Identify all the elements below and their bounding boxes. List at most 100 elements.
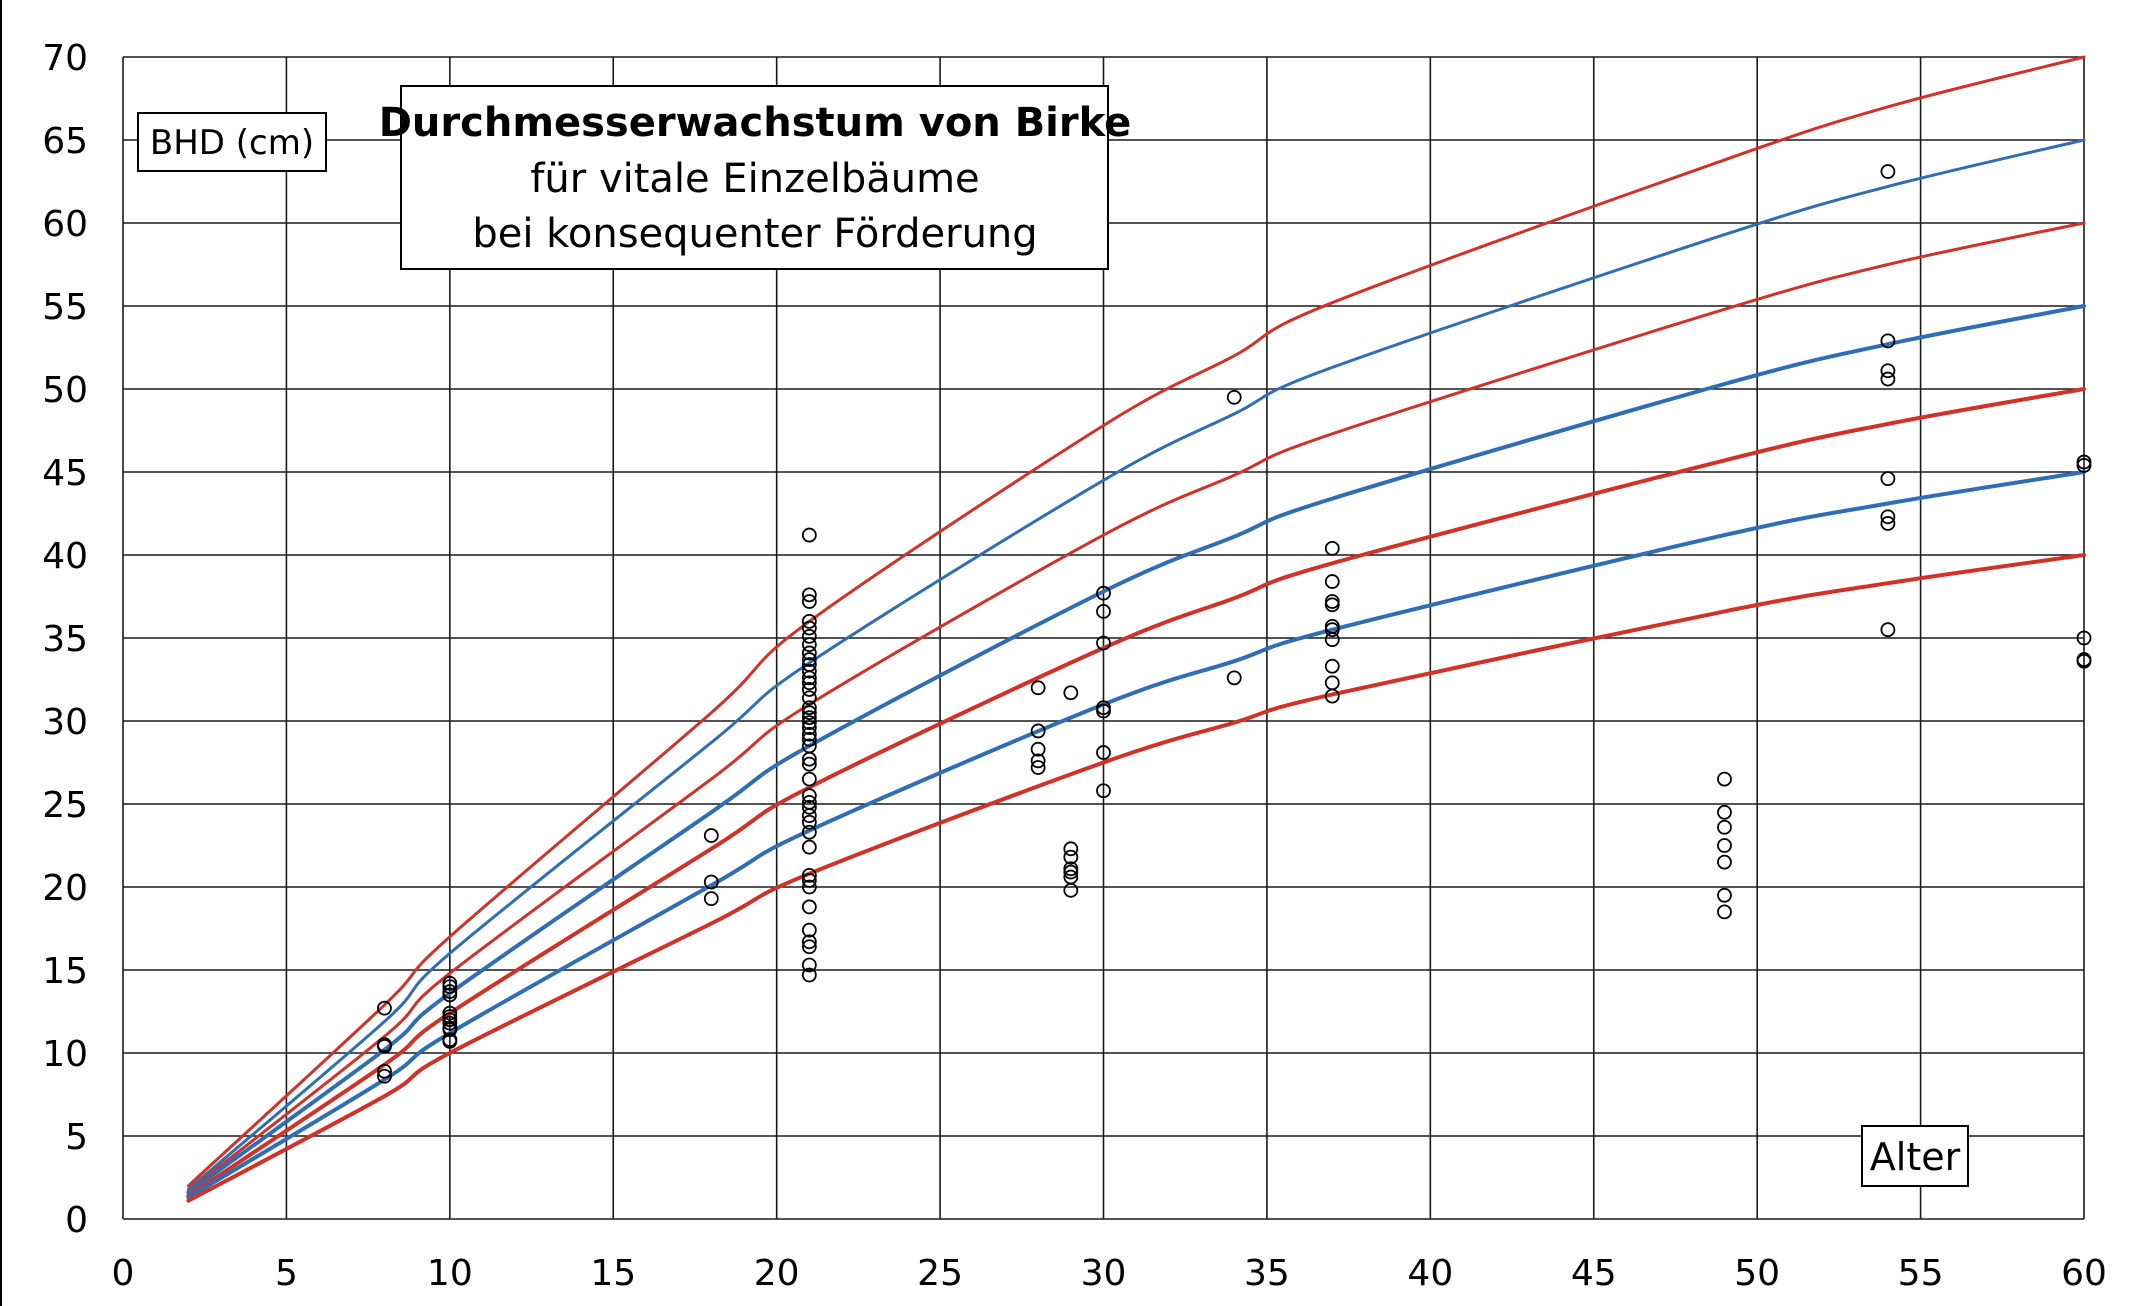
chart-subtitle-line-2: bei konsequenter Förderung (472, 211, 1037, 257)
measurement-point (801, 663, 817, 679)
measurement-point (1324, 632, 1340, 648)
measurement-point (801, 527, 817, 543)
measurement-point (377, 1000, 392, 1016)
measurement-point (801, 922, 817, 938)
x-tick-label: 15 (590, 1253, 636, 1294)
measurement-point (703, 828, 719, 843)
measurement-point (801, 967, 817, 983)
measurement-point (1030, 723, 1046, 739)
y-tick-label: 60 (42, 204, 88, 245)
measurement-point (801, 934, 817, 950)
measurement-point (1030, 741, 1046, 757)
measurement-point (801, 814, 817, 830)
x-axis-tick-labels: 0 5 10 15 20 25 30 35 40 45 50 55 60 (112, 1253, 2107, 1294)
measurement-point (801, 594, 817, 609)
measurement-point (801, 614, 817, 629)
growth-curve-7 (186, 553, 2086, 1203)
measurement-point (1324, 622, 1340, 638)
measurement-point (801, 670, 817, 686)
measurement-point (1226, 389, 1242, 405)
measurement-point (801, 824, 817, 840)
y-tick-label: 35 (42, 619, 88, 660)
measurement-point (442, 1022, 458, 1038)
measurement-point (1717, 887, 1732, 903)
y-tick-label: 10 (42, 1034, 88, 1075)
y-tick-label: 30 (42, 702, 88, 743)
measurement-point (801, 808, 817, 824)
x-axis-label: Alter (1870, 1135, 1961, 1179)
measurement-point (1324, 574, 1340, 589)
chart-subtitle-line-1: für vitale Einzelbäume (530, 156, 979, 202)
measurement-point (801, 771, 817, 787)
measurement-point (703, 891, 719, 907)
measurement-point (801, 751, 817, 767)
measurement-point (801, 839, 817, 855)
measurement-point (1880, 509, 1896, 525)
measurement-point (1063, 685, 1079, 701)
y-axis-label: BHD (cm) (150, 123, 314, 163)
growth-curve-2 (186, 138, 2086, 1191)
measurement-points (377, 164, 2092, 1084)
measurement-point (801, 726, 817, 742)
measurement-point (1096, 635, 1111, 651)
measurement-point (801, 628, 817, 644)
measurement-point (801, 690, 817, 706)
y-tick-label: 70 (42, 38, 88, 79)
measurement-point (1717, 854, 1732, 870)
measurement-point (1063, 864, 1079, 880)
measurement-point (1717, 771, 1732, 787)
growth-curve-4 (186, 304, 2086, 1195)
measurement-point (2076, 630, 2092, 646)
measurement-point (801, 587, 817, 603)
x-tick-label: 0 (112, 1253, 135, 1294)
y-tick-label: 40 (42, 536, 88, 577)
measurement-point (801, 788, 817, 804)
x-tick-label: 45 (1571, 1253, 1617, 1294)
measurement-point (801, 652, 817, 667)
measurement-point (801, 872, 817, 888)
measurement-point (1880, 516, 1896, 531)
measurement-point (801, 620, 817, 636)
measurement-point (1880, 363, 1896, 379)
measurement-point (801, 879, 817, 895)
y-tick-label: 50 (42, 370, 88, 411)
y-axis-label-box: BHD (cm) (137, 112, 327, 172)
title-box: Durchmesserwachstum von Birke für vitale… (379, 85, 1132, 270)
measurement-point (1324, 688, 1340, 704)
measurement-point (1717, 804, 1732, 820)
measurement-point (1717, 838, 1732, 853)
measurement-point (2076, 457, 2092, 473)
measurement-point (1063, 849, 1079, 865)
x-tick-label: 5 (275, 1253, 298, 1294)
measurement-point (1324, 658, 1340, 674)
y-tick-label: 0 (65, 1200, 88, 1241)
measurement-point (1096, 783, 1111, 799)
x-tick-label: 20 (754, 1253, 800, 1294)
measurement-point (801, 939, 817, 955)
growth-curve-3 (186, 221, 2086, 1193)
measurement-point (801, 705, 817, 721)
measurement-point (801, 710, 817, 726)
measurement-point (442, 1015, 458, 1031)
growth-curves (186, 55, 2086, 1203)
measurement-point (442, 987, 458, 1003)
measurement-point (801, 675, 817, 691)
measurement-point (1880, 164, 1896, 179)
measurement-point (801, 899, 817, 915)
measurement-point (1880, 471, 1896, 487)
growth-curve-5 (186, 387, 2086, 1198)
x-tick-label: 35 (1244, 1253, 1290, 1294)
measurement-point (801, 700, 817, 716)
chart-title: Durchmesserwachstum von Birke (379, 100, 1132, 146)
x-tick-label: 10 (427, 1253, 473, 1294)
measurement-point (1096, 585, 1111, 601)
measurement-point (377, 1063, 392, 1079)
measurement-point (1880, 622, 1896, 638)
measurement-point (1324, 540, 1340, 556)
measurement-point (1096, 604, 1111, 619)
measurement-point (801, 799, 817, 815)
measurement-point (801, 756, 817, 772)
y-tick-label: 65 (42, 121, 88, 162)
measurement-point (1030, 760, 1046, 775)
